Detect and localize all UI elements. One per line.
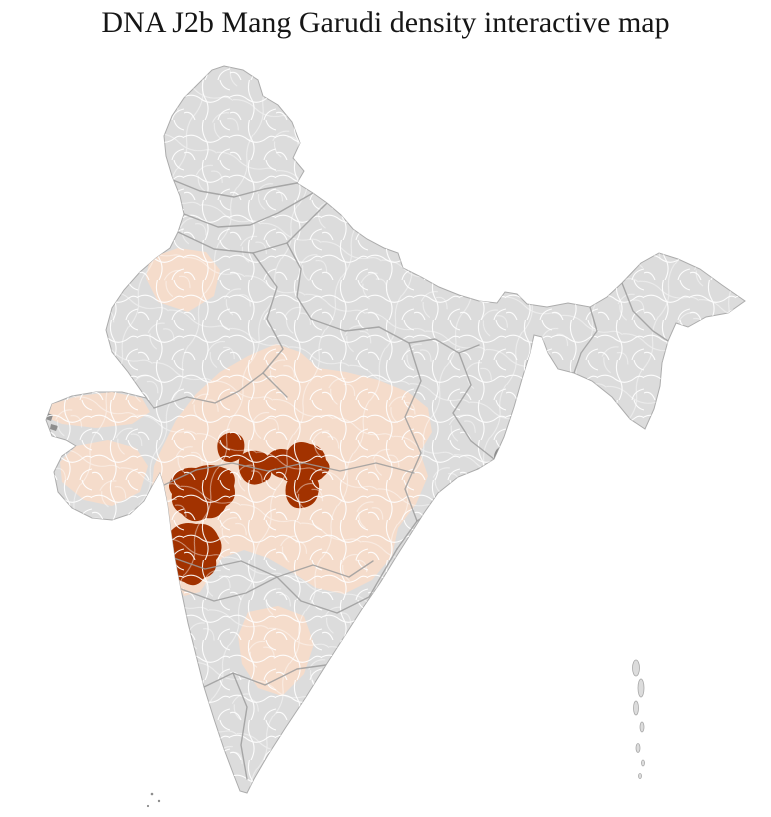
island[interactable] bbox=[632, 659, 640, 677]
andaman-nicobar-islands[interactable] bbox=[632, 659, 645, 779]
island-dot[interactable] bbox=[146, 804, 150, 808]
island[interactable] bbox=[638, 773, 642, 779]
island[interactable] bbox=[635, 743, 641, 753]
district-borders-overlay-2 bbox=[46, 66, 745, 793]
island[interactable] bbox=[639, 721, 645, 733]
island-dot[interactable] bbox=[157, 799, 161, 803]
island[interactable] bbox=[641, 759, 645, 767]
page-title: DNA J2b Mang Garudi density interactive … bbox=[101, 6, 670, 39]
island[interactable] bbox=[637, 678, 645, 698]
island[interactable] bbox=[633, 700, 639, 716]
island-dot[interactable] bbox=[150, 792, 154, 796]
state-borders bbox=[153, 177, 669, 780]
lakshadweep-islands[interactable] bbox=[146, 792, 161, 808]
